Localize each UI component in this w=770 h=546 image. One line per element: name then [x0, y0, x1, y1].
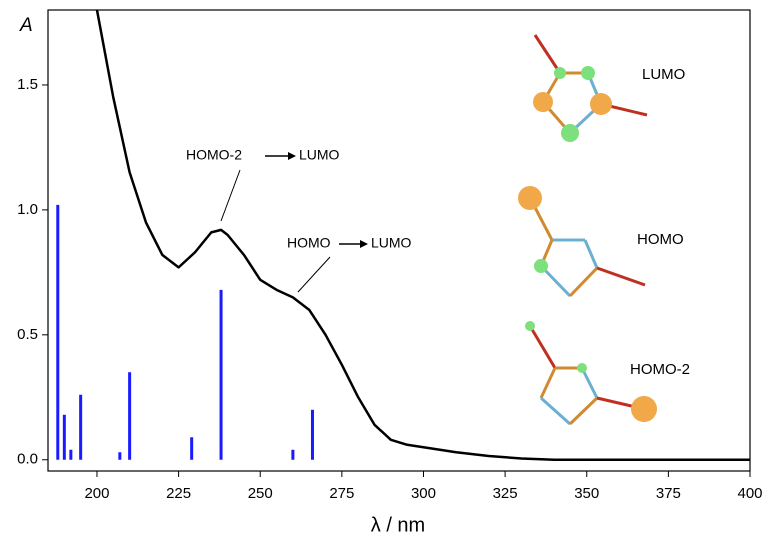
orbital-label: HOMO — [637, 231, 684, 248]
leader-line — [298, 257, 330, 292]
annotation-from: HOMO — [287, 235, 331, 251]
x-tick-label: 250 — [248, 485, 273, 502]
orbital-lumo — [533, 35, 647, 142]
annotation-to: LUMO — [299, 147, 340, 163]
y-tick-label: 1.5 — [17, 76, 38, 93]
x-tick-label: 400 — [737, 485, 762, 502]
annotation-to: LUMO — [371, 235, 412, 251]
annotation-arrow — [339, 240, 368, 248]
orbital-label: LUMO — [642, 66, 685, 83]
y-tick-label: 1.0 — [17, 201, 38, 218]
x-tick-label: 325 — [493, 485, 518, 502]
x-tick-label: 275 — [329, 485, 354, 502]
y-axis-label: A — [19, 15, 33, 36]
annotation-from: HOMO-2 — [186, 147, 242, 163]
orbital-homo — [518, 186, 645, 296]
x-tick-label: 200 — [84, 485, 109, 502]
y-tick-label: 0.0 — [17, 451, 38, 468]
x-axis-label: λ / nm — [371, 514, 425, 536]
x-tick-label: 375 — [656, 485, 681, 502]
orbital-label: HOMO-2 — [630, 361, 690, 378]
chart: A λ / nm HOMO-2 LUMO HOMO LUMO LUMO HOMO — [0, 0, 770, 541]
leader-line — [221, 170, 240, 221]
x-tick-label: 300 — [411, 485, 436, 502]
x-tick-label: 350 — [574, 485, 599, 502]
y-tick-label: 0.5 — [17, 326, 38, 343]
x-tick-label: 225 — [166, 485, 191, 502]
annotation-arrow — [265, 152, 296, 160]
